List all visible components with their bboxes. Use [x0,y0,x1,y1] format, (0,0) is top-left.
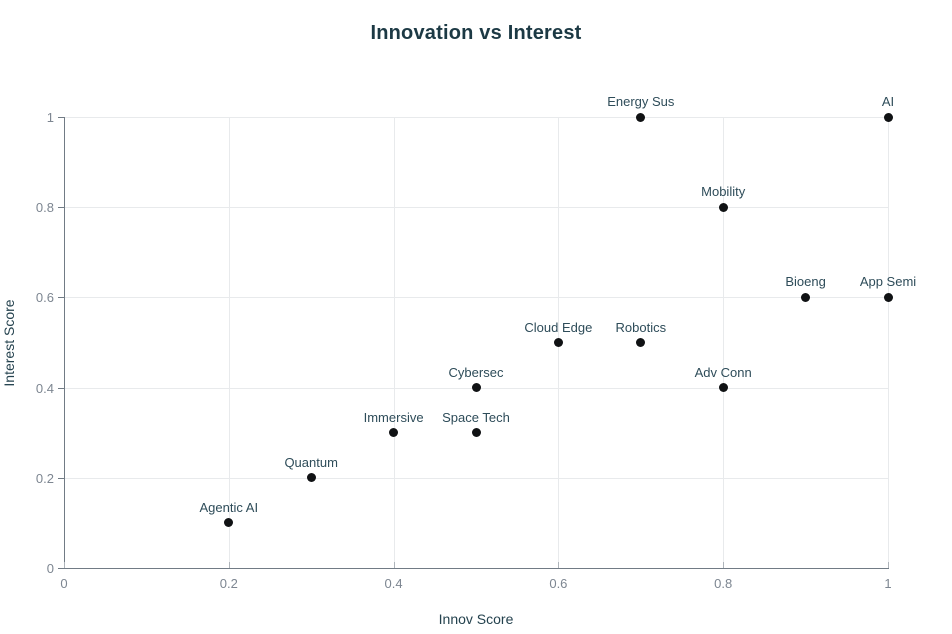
y-axis-tick [58,477,64,479]
data-point-label: Quantum [284,454,338,470]
y-axis-tick-label: 0.8 [35,200,54,216]
y-axis-label: Interest Score [1,299,17,387]
y-axis-tick [58,568,64,569]
y-axis-tick-label: 0.2 [35,470,54,486]
x-axis-line [64,568,889,569]
grid-line-vertical [723,117,725,568]
x-axis-label: Innov Score [438,611,514,627]
data-point [471,383,481,393]
chart-title: Innovation vs Interest [370,22,582,44]
data-point [636,338,646,347]
y-axis-tick [58,117,64,118]
data-point [471,428,481,438]
data-point [636,112,646,122]
data-point [801,292,811,302]
data-point [883,292,893,302]
y-axis-line [64,117,65,569]
data-point [718,202,728,212]
data-point [553,338,563,347]
grid-line-horizontal [64,207,888,209]
x-axis-tick [228,562,230,568]
data-point-label: App Semi [859,274,917,290]
y-axis-tick-label: 1 [46,110,54,125]
data-point-label: Robotics [615,319,667,335]
data-point [306,473,316,483]
grid-line-vertical [393,117,395,568]
x-axis-tick [558,562,560,568]
grid-line-horizontal [64,477,888,479]
x-axis-tick-label: 0.8 [714,576,733,591]
x-axis-tick-label: 0.6 [549,576,568,591]
x-axis-tick-label: 1 [884,576,892,591]
x-axis-tick-label: 0.4 [384,576,403,591]
y-axis-tick-label: 0.6 [35,290,54,306]
x-axis-tick [393,562,395,568]
x-axis-tick [64,562,65,568]
y-axis-tick-label: 0 [46,561,54,576]
data-point-label: Bioeng [785,274,826,290]
grid-line-vertical [888,117,889,568]
data-point-label: Cybersec [448,364,504,380]
data-point-label: Mobility [701,184,746,200]
data-point [224,518,234,528]
data-point-label: Agentic AI [199,499,259,515]
grid-line-horizontal [64,297,888,299]
data-point-label: Cloud Edge [524,319,593,335]
x-axis-tick-label: 0.2 [219,576,238,591]
grid-line-horizontal [64,117,888,118]
data-point-label: AI [881,94,895,109]
data-point [883,112,893,122]
data-point-label: Immersive [363,409,424,425]
y-axis-tick [58,297,64,299]
y-axis-tick [58,387,64,389]
x-axis-tick-label: 0 [60,576,68,591]
data-point-label: Space Tech [442,409,510,425]
data-point [718,383,728,393]
data-point-label: Adv Conn [694,364,752,380]
x-axis-tick [888,562,889,568]
data-point [389,428,399,438]
x-axis-tick [723,562,725,568]
grid-line-vertical [228,117,230,568]
y-axis-tick [58,207,64,209]
data-point-label: Energy Sus [607,94,675,109]
y-axis-tick-label: 0.4 [35,380,54,396]
